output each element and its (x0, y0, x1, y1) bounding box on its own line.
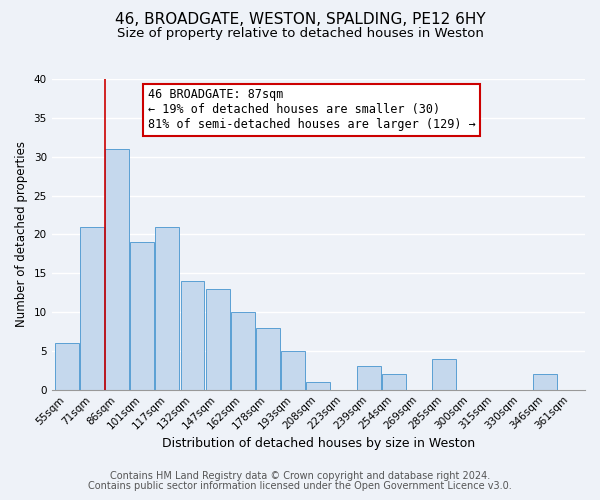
Bar (432, 358, 456, 390)
Bar (130, 242, 154, 390)
Bar (281, 351, 305, 390)
Bar (80, 226, 104, 390)
Text: 46, BROADGATE, WESTON, SPALDING, PE12 6HY: 46, BROADGATE, WESTON, SPALDING, PE12 6H… (115, 12, 485, 28)
Bar (356, 366, 380, 390)
Bar (256, 328, 280, 390)
Text: Contains HM Land Registry data © Crown copyright and database right 2024.: Contains HM Land Registry data © Crown c… (110, 471, 490, 481)
Bar (181, 281, 205, 390)
Text: Size of property relative to detached houses in Weston: Size of property relative to detached ho… (116, 28, 484, 40)
Bar (155, 226, 179, 390)
Bar (231, 312, 255, 390)
Bar (105, 149, 129, 390)
Bar (55, 343, 79, 390)
Bar (382, 374, 406, 390)
Text: 46 BROADGATE: 87sqm
← 19% of detached houses are smaller (30)
81% of semi-detach: 46 BROADGATE: 87sqm ← 19% of detached ho… (148, 88, 475, 132)
X-axis label: Distribution of detached houses by size in Weston: Distribution of detached houses by size … (162, 437, 475, 450)
Bar (533, 374, 557, 390)
Y-axis label: Number of detached properties: Number of detached properties (15, 142, 28, 328)
Bar (307, 382, 330, 390)
Text: Contains public sector information licensed under the Open Government Licence v3: Contains public sector information licen… (88, 481, 512, 491)
Bar (206, 288, 230, 390)
